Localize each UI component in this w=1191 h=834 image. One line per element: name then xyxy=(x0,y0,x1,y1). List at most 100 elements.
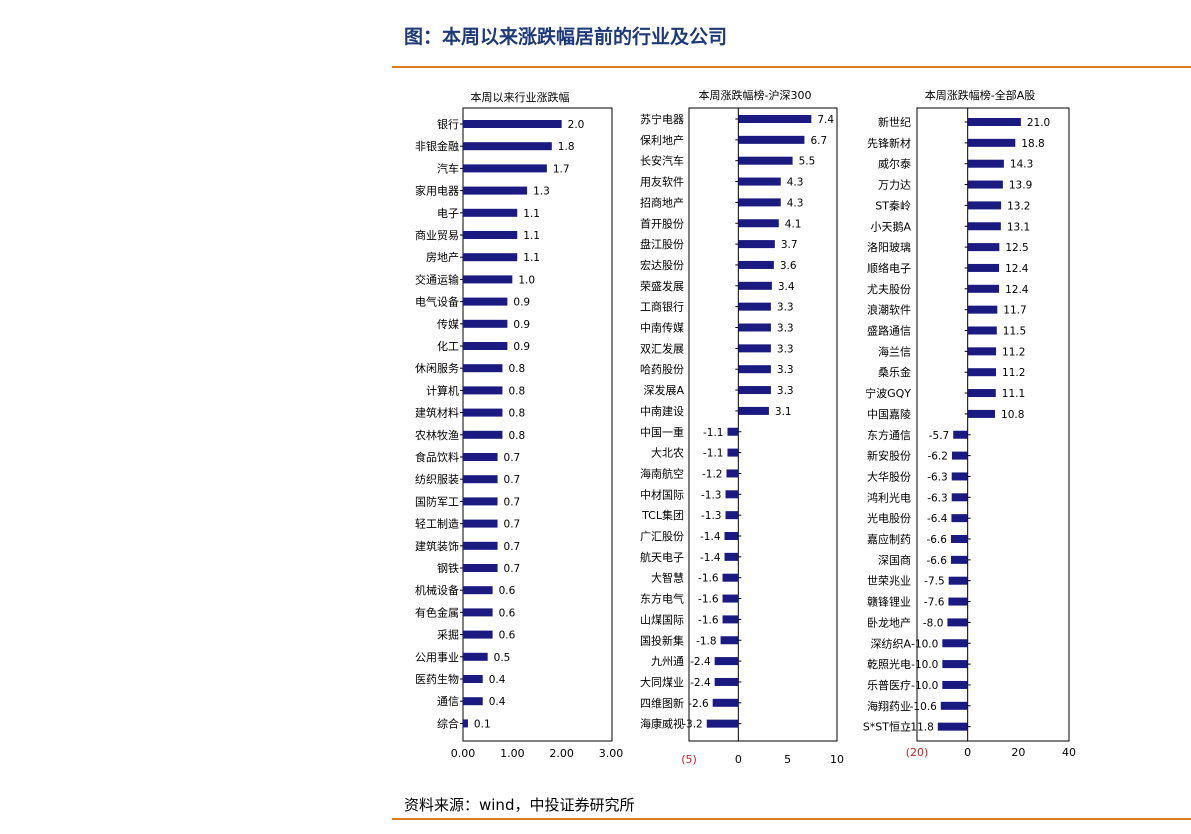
bar xyxy=(463,630,493,639)
bar xyxy=(967,159,1004,168)
bar xyxy=(463,675,483,683)
value-label: -2.4 xyxy=(690,656,711,668)
category-label: 深发展A xyxy=(643,383,684,397)
category-label: 赣锋锂业 xyxy=(867,595,911,609)
bar xyxy=(463,120,562,128)
category-label: 尤夫股份 xyxy=(867,283,911,296)
category-label: 化工 xyxy=(437,339,459,353)
category-label: 建筑装饰 xyxy=(415,539,459,553)
category-label: 深纺织A xyxy=(870,636,911,650)
bar xyxy=(724,552,739,561)
value-label: -2.4 xyxy=(690,677,711,689)
value-label: -10.6 xyxy=(910,701,937,713)
bar xyxy=(967,389,996,398)
bar xyxy=(712,698,739,707)
category-label: 威尔泰 xyxy=(878,157,911,171)
bar xyxy=(463,142,552,151)
bar xyxy=(463,342,508,350)
bar xyxy=(951,472,968,481)
category-label: 有色金属 xyxy=(415,605,459,619)
value-label: 18.8 xyxy=(1021,138,1044,150)
category-label: 电气设备 xyxy=(415,295,459,309)
category-label: 农林牧渔 xyxy=(415,428,459,442)
category-label: 小天鹅A xyxy=(870,219,911,233)
bar xyxy=(463,231,518,239)
category-label: 交通运输 xyxy=(415,272,459,286)
bar xyxy=(463,652,488,661)
bar xyxy=(725,511,739,520)
bar xyxy=(727,448,739,457)
value-label: 11.5 xyxy=(1003,326,1026,338)
category-label: 山煤国际 xyxy=(640,613,684,626)
category-label: 海翔药业 xyxy=(867,699,911,713)
bar xyxy=(463,586,493,595)
bar xyxy=(463,364,503,373)
category-label: 房地产 xyxy=(426,250,459,264)
bar xyxy=(942,660,968,669)
category-label: 采掘 xyxy=(437,628,459,642)
bar xyxy=(463,719,468,728)
chart-title-1: 本周以来行业涨跌幅 xyxy=(471,90,570,104)
category-label: 综合 xyxy=(437,716,459,730)
value-label: 0.9 xyxy=(513,319,530,331)
category-label: 宏达股份 xyxy=(640,258,684,272)
category-label: 顺络电子 xyxy=(867,261,911,275)
category-label: 建筑材料 xyxy=(415,406,459,420)
bar xyxy=(738,219,779,228)
value-label: 12.4 xyxy=(1005,263,1029,275)
value-label: -7.6 xyxy=(924,597,945,609)
value-label: 0.8 xyxy=(508,385,525,397)
value-label: 0.8 xyxy=(508,430,525,442)
value-label: 11.2 xyxy=(1002,346,1025,358)
category-label: 世荣兆业 xyxy=(867,575,911,588)
value-label: -7.5 xyxy=(924,576,945,588)
category-label: 哈药股份 xyxy=(640,363,684,376)
category-label: 非银金融 xyxy=(415,139,459,153)
value-label: 0.8 xyxy=(508,408,525,420)
category-label: 首开股份 xyxy=(640,216,684,230)
value-label: 3.3 xyxy=(777,364,794,376)
category-label: 浪潮软件 xyxy=(867,303,911,317)
bar xyxy=(722,594,739,603)
value-label: 3.3 xyxy=(777,343,794,355)
bar xyxy=(967,138,1016,147)
value-label: 0.5 xyxy=(494,652,511,664)
value-label: -1.4 xyxy=(700,552,721,564)
value-label: 0.9 xyxy=(513,341,530,353)
category-label: 银行 xyxy=(437,117,459,131)
value-label: -3.2 xyxy=(682,719,703,731)
category-label: 中南传媒 xyxy=(640,322,684,335)
bottom-divider xyxy=(392,818,1191,820)
category-label: 大北农 xyxy=(651,446,684,460)
value-label: 13.1 xyxy=(1007,221,1030,233)
value-label: 11.2 xyxy=(1002,367,1025,379)
value-label: -8.0 xyxy=(923,617,944,629)
bar xyxy=(463,541,498,550)
category-label: 四维图新 xyxy=(640,696,684,710)
category-label: 先锋新材 xyxy=(867,136,911,150)
bar xyxy=(738,406,769,415)
bar xyxy=(463,186,528,195)
value-label: -11.8 xyxy=(907,722,934,734)
value-label: -6.2 xyxy=(927,451,948,463)
value-label: 5.5 xyxy=(799,156,816,168)
category-label: 鸿利光电 xyxy=(867,490,911,504)
category-label: 轻工制造 xyxy=(415,517,459,531)
bar xyxy=(950,535,968,543)
value-label: -1.3 xyxy=(701,489,722,501)
bar xyxy=(463,475,498,484)
bar xyxy=(967,326,997,335)
bar xyxy=(738,198,781,207)
bar xyxy=(720,636,739,645)
category-label: ST秦岭 xyxy=(875,198,911,212)
category-label: 盘江股份 xyxy=(640,237,684,251)
value-label: 3.7 xyxy=(781,239,798,251)
x-tick-label: 0 xyxy=(964,746,971,759)
category-label: 中南建设 xyxy=(640,404,684,418)
bar xyxy=(463,253,518,262)
value-label: 12.5 xyxy=(1005,242,1028,254)
bar xyxy=(967,305,998,314)
category-label: 商业贸易 xyxy=(415,228,459,242)
category-label: 大同煤业 xyxy=(640,675,684,689)
bar xyxy=(714,677,739,686)
